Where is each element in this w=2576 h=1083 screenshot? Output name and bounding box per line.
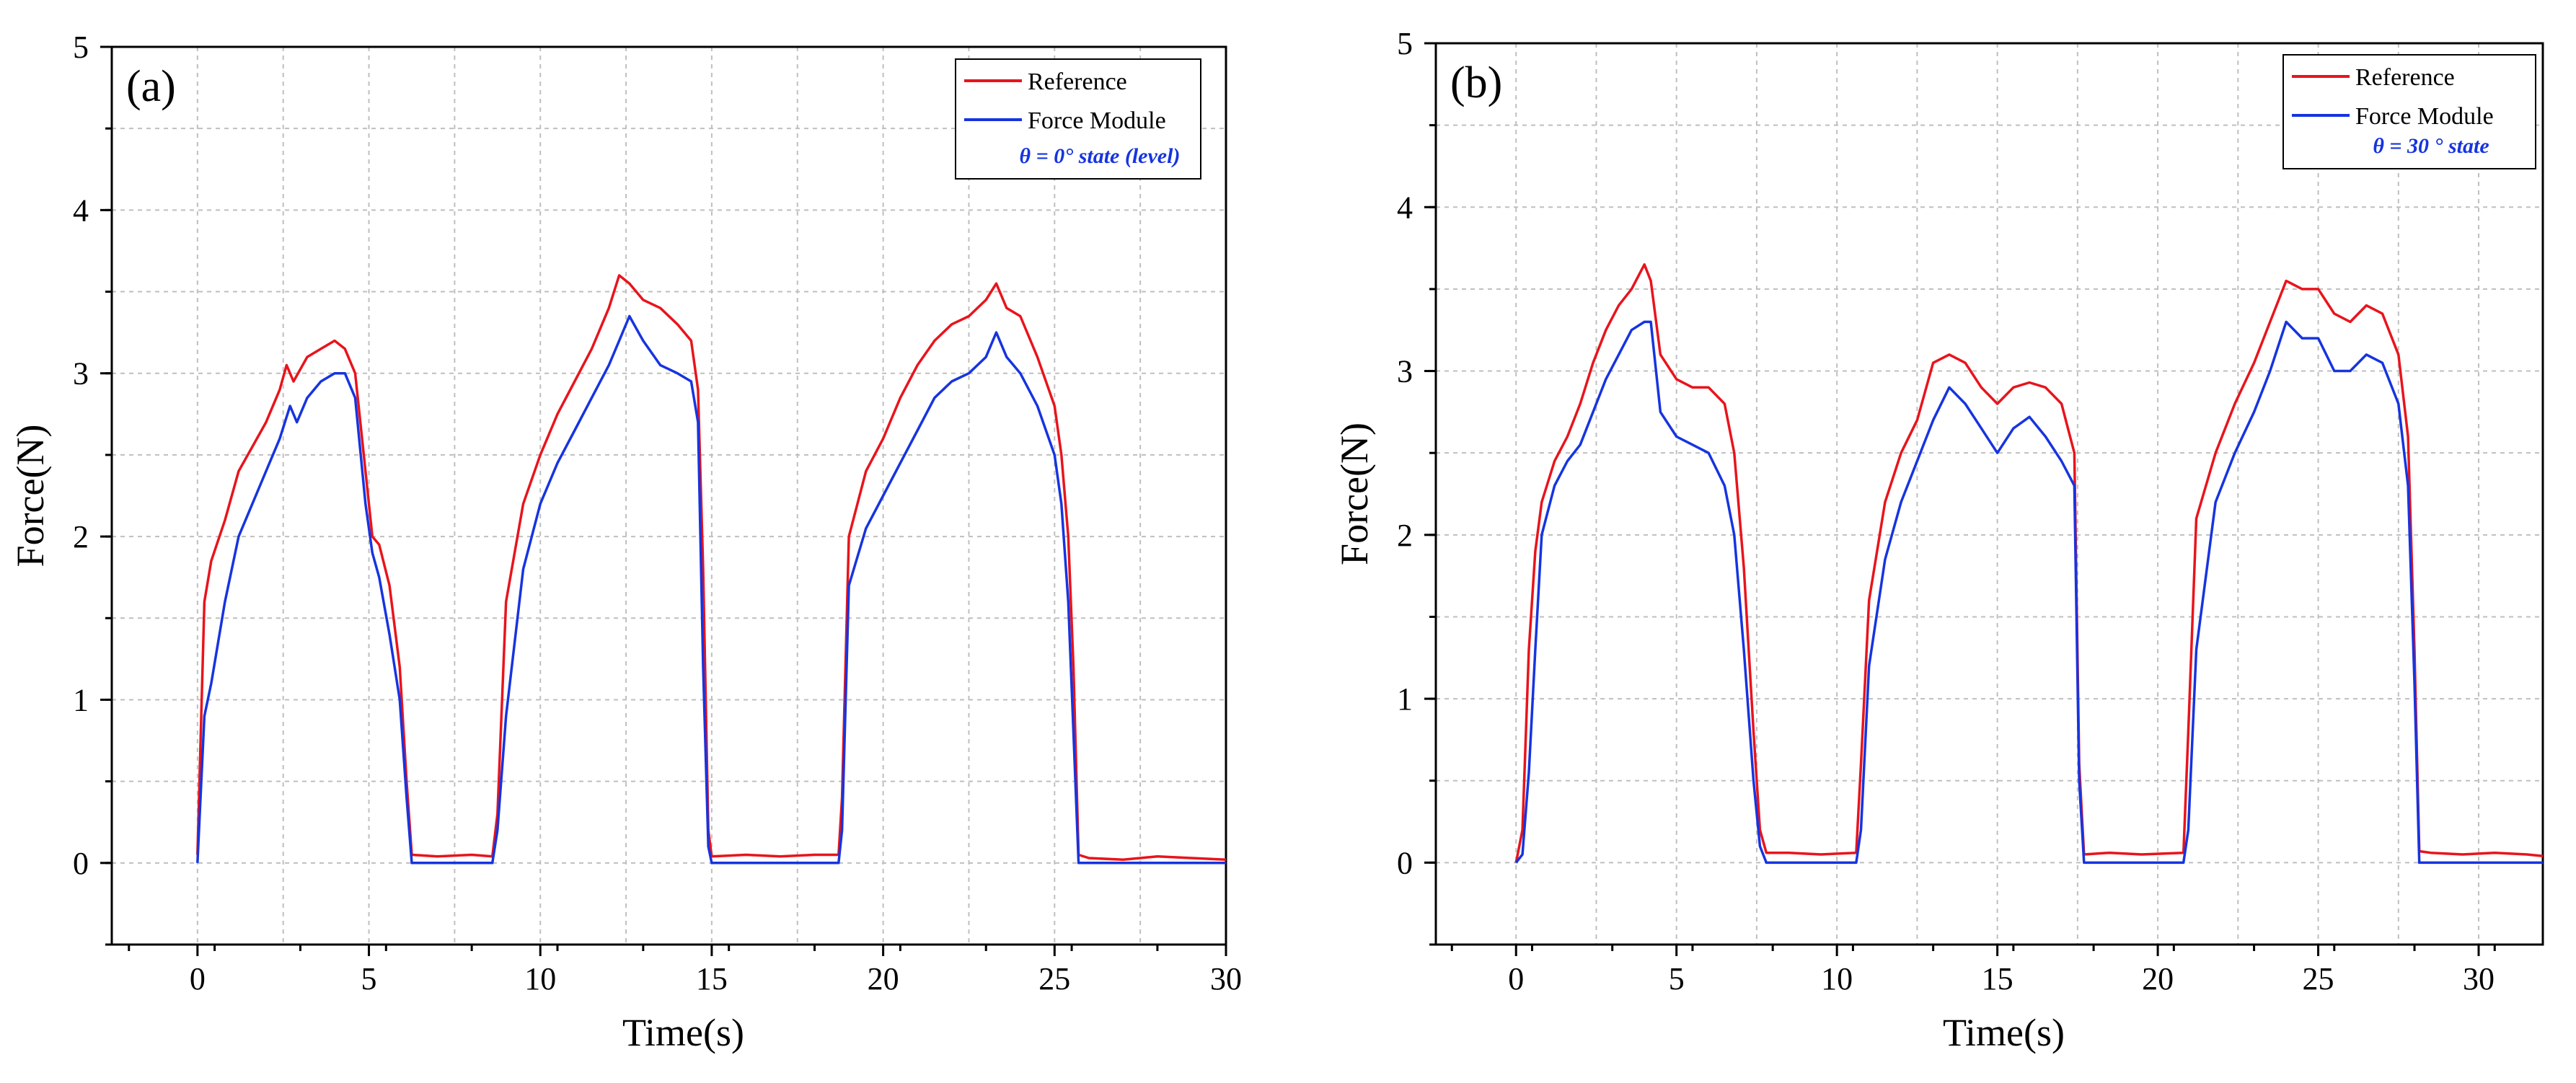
chart-b-legend-label-1: Force Module	[2355, 103, 2494, 130]
chart-b-x-tick-label: 0	[1508, 961, 1524, 996]
chart-b-y-axis-title: Force(N)	[1333, 423, 1376, 565]
chart-b-series-reference-line	[1514, 263, 2544, 863]
chart-b-y-tick-label: 4	[1397, 190, 1413, 225]
chart-b-series-group	[1514, 263, 2544, 865]
chart-b-legend: Reference Force Module θ = 30 ° state	[2282, 54, 2536, 169]
chart-a-series-reference-line	[196, 274, 1227, 862]
chart-a-legend: Reference Force Module θ = 0° state (level…	[955, 58, 1201, 180]
chart-b-plot-frame	[1434, 42, 2544, 946]
chart-a-series-force-module-line	[196, 314, 1226, 865]
chart-a-y-tick-label: 5	[73, 30, 89, 65]
chart-b-x-tick-label: 5	[1669, 961, 1685, 996]
chart-a-x-tick-label: 0	[190, 961, 206, 996]
chart-b-y-tick-label: 2	[1397, 518, 1413, 553]
chart-b-y-tick-label: 5	[1397, 26, 1413, 61]
chart-a-x-tick-label: 30	[1210, 961, 1242, 996]
chart-a-y-tick-label: 1	[73, 682, 89, 717]
chart-b-x-tick-label: 20	[2142, 961, 2174, 996]
chart-a-series-group	[196, 274, 1227, 865]
chart-a-y-tick-label: 3	[73, 356, 89, 392]
chart-panel-b: 0 5 10 15 20 25 30 0 1 2 3 4 5 Time(s) Force(N) (b) Refe…	[1333, 26, 2544, 1054]
chart-b-x-tick-label: 15	[1982, 961, 2013, 996]
chart-a-plot-frame	[110, 45, 1227, 946]
chart-a-y-axis-title: Force(N)	[9, 425, 52, 567]
chart-a-legend-note: θ = 0° state (level)	[1020, 144, 1181, 168]
chart-b-x-tick-label: 30	[2463, 961, 2495, 996]
chart-a-y-tick-label: 0	[73, 846, 89, 881]
chart-a-legend-label-0: Reference	[1028, 68, 1127, 95]
chart-a-x-tick-label: 25	[1038, 961, 1070, 996]
chart-panel-a: 0 5 10 15 20 25 30 0 1 2 3 4 5 Time(s) Force(N) (a) Refe…	[9, 30, 1242, 1054]
chart-a-x-axis-title: Time(s)	[622, 1011, 744, 1054]
chart-a-x-tick-label: 5	[361, 961, 377, 996]
chart-b-legend-label-0: Reference	[2355, 64, 2455, 91]
chart-a-x-tick-label: 20	[868, 961, 899, 996]
chart-a-x-tick-label: 10	[524, 961, 556, 996]
chart-a-y-tick-label: 2	[73, 519, 89, 554]
chart-a-y-tick-label: 4	[73, 193, 89, 228]
chart-a-grid	[112, 46, 1227, 945]
chart-b-x-tick-label: 25	[2303, 961, 2334, 996]
chart-a-panel-label: (a)	[126, 62, 176, 111]
chart-b-series-force-module-line	[1514, 320, 2543, 865]
chart-b-y-tick-label: 1	[1397, 681, 1413, 717]
chart-b-legend-note: θ = 30 ° state	[2373, 134, 2489, 158]
chart-a-x-tick-label: 15	[696, 961, 728, 996]
chart-b-grid	[1436, 43, 2543, 945]
chart-b-panel-label: (b)	[1450, 58, 1502, 107]
chart-b-x-tick-label: 10	[1821, 961, 1853, 996]
chart-b-y-tick-label: 3	[1397, 354, 1413, 389]
chart-b-y-tick-label: 0	[1397, 845, 1413, 880]
chart-b-legend-box	[2282, 54, 2536, 169]
chart-a-legend-label-1: Force Module	[1028, 107, 1166, 134]
chart-b-x-axis-title: Time(s)	[1943, 1011, 2065, 1054]
